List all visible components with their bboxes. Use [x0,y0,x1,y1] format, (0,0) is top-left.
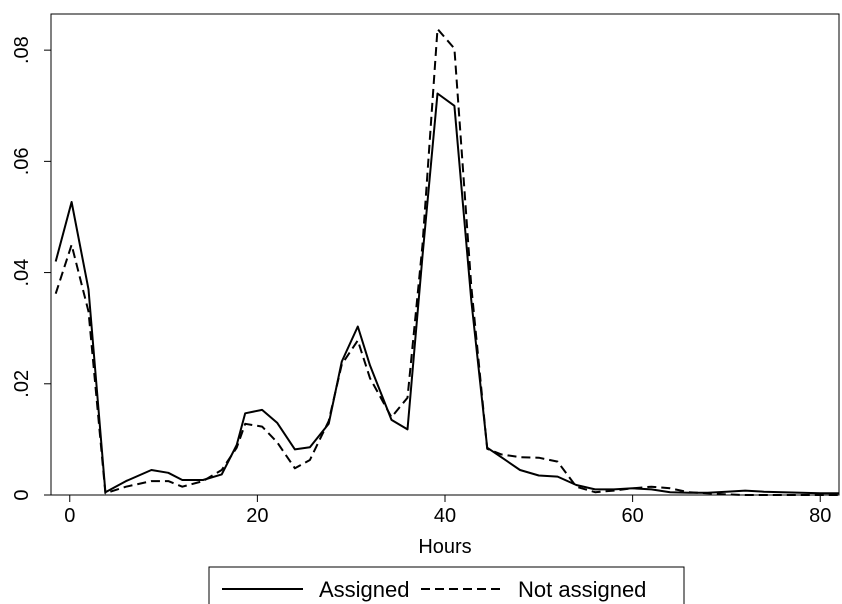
x-tick-label: 80 [809,505,831,527]
y-tick-label: .06 [11,147,33,175]
x-tick-label: 60 [621,505,643,527]
series-line-assigned [54,92,839,495]
series-layer [54,28,839,496]
axes-layer: 0 20 40 60 80 0 .02 .04 .06 .08 Hours [11,13,840,558]
x-tick-label: 20 [246,505,268,527]
series-line-not-assigned [54,28,839,496]
legend: Assigned Not assigned [208,566,685,604]
y-tick-label: .02 [11,370,33,398]
x-tick-label: 40 [434,505,456,527]
legend-box [208,566,685,604]
legend-label-not-assigned: Not assigned [518,577,646,602]
y-tick-label: .08 [11,36,33,64]
x-axis-title: Hours [418,536,471,558]
y-tick-label: .04 [11,259,33,287]
x-tick-label: 0 [64,505,75,527]
y-tick-label: 0 [11,489,33,500]
legend-label-assigned: Assigned [319,577,410,602]
